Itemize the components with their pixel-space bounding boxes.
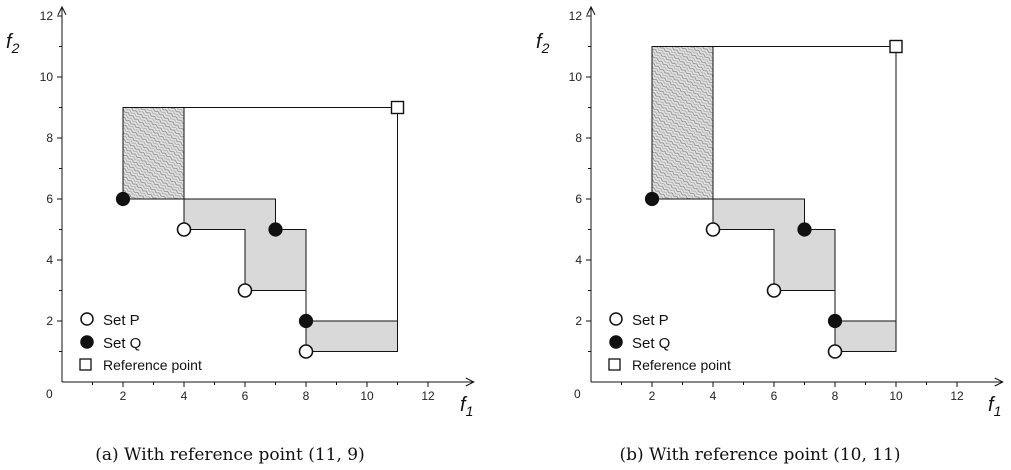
set-q-point xyxy=(827,313,843,329)
region-p-dominated xyxy=(835,321,896,352)
origin-label: 0 xyxy=(46,387,53,401)
region-p-dominated xyxy=(184,199,276,230)
origin-label: 0 xyxy=(574,387,581,401)
set-q-point xyxy=(268,222,283,237)
x-tick-label: 2 xyxy=(120,389,127,403)
set-q-point xyxy=(115,191,131,207)
y-axis-arrow xyxy=(57,5,67,16)
dominated-region-outline-p xyxy=(712,46,897,352)
legend-label-set-q: Set Q xyxy=(103,335,141,352)
x-tick-label: 4 xyxy=(710,389,717,403)
x-tick-label: 12 xyxy=(421,389,435,403)
reference-point xyxy=(390,100,405,115)
set-q-point xyxy=(644,191,660,207)
reference-point xyxy=(889,39,903,54)
set-p-point xyxy=(705,222,721,237)
y-tick-label: 2 xyxy=(46,314,53,328)
x-tick-label: 4 xyxy=(181,389,188,403)
y-tick-label: 10 xyxy=(569,70,583,84)
legend-label-set-p: Set P xyxy=(103,312,140,329)
x-tick-label: 8 xyxy=(303,389,310,403)
y-tick-label: 4 xyxy=(575,253,582,267)
set-p-point xyxy=(766,283,782,298)
x-tick-label: 12 xyxy=(950,389,964,403)
y-tick-label: 2 xyxy=(575,314,582,328)
y-tick-label: 12 xyxy=(569,9,583,23)
x-tick-label: 8 xyxy=(832,389,839,403)
x-tick-label: 6 xyxy=(771,389,778,403)
caption: (b) With reference point (10, 11) xyxy=(619,445,900,465)
caption: (a) With reference point (11, 9) xyxy=(95,445,365,465)
region-p-dominated xyxy=(774,229,835,291)
y-axis-label: f2 xyxy=(6,31,20,56)
x-tick-label: 6 xyxy=(242,389,249,403)
y-axis-arrow xyxy=(586,5,596,16)
legend-marker-set-q xyxy=(80,335,94,349)
x-axis-label: f1 xyxy=(988,394,1001,419)
set-p-point xyxy=(176,222,192,237)
legend-label-set-q: Set Q xyxy=(632,335,670,352)
chart-panel-b: 2 4 6 8 10 12 2 4 6 8 10 12 f2 f1 0 Set P Set Q Ref… xyxy=(536,5,1004,465)
x-tick-label: 10 xyxy=(889,389,903,403)
legend-marker-reference xyxy=(79,358,92,371)
legend-marker-set-q xyxy=(609,335,623,349)
set-p-point xyxy=(237,283,253,298)
y-tick-label: 8 xyxy=(575,131,582,145)
x-axis-arrow xyxy=(994,377,1004,387)
x-axis-arrow xyxy=(465,377,475,387)
legend: Set P Set Q Reference point xyxy=(608,312,731,373)
legend-marker-set-p xyxy=(80,312,94,326)
legend-marker-reference xyxy=(608,358,621,371)
legend-label-reference: Reference point xyxy=(632,357,731,373)
legend-marker-set-p xyxy=(609,312,623,326)
set-p-point xyxy=(827,344,843,359)
set-p-point xyxy=(298,344,314,359)
region-q-dominated-hatched xyxy=(123,107,184,199)
region-p-dominated xyxy=(713,199,805,230)
y-tick-label: 8 xyxy=(46,131,53,145)
chart-panel-a: 2 4 6 8 10 12 2 4 6 8 10 12 f2 f1 0 Set P Set Q Ref… xyxy=(6,5,475,465)
legend: Set P Set Q Reference point xyxy=(79,312,202,373)
x-tick-label: 2 xyxy=(649,389,656,403)
legend-label-set-p: Set P xyxy=(632,312,669,329)
y-tick-label: 4 xyxy=(46,253,53,267)
x-axis-label: f1 xyxy=(460,394,473,419)
region-p-dominated xyxy=(245,229,306,291)
set-q-point xyxy=(298,313,314,329)
dominated-region-outline-p xyxy=(183,107,398,352)
y-tick-label: 12 xyxy=(40,9,54,23)
y-tick-label: 6 xyxy=(46,192,53,206)
y-tick-label: 6 xyxy=(575,192,582,206)
x-tick-label: 10 xyxy=(360,389,374,403)
y-axis-label: f2 xyxy=(536,31,550,56)
region-q-dominated-hatched xyxy=(652,46,713,199)
legend-label-reference: Reference point xyxy=(103,357,202,373)
region-p-dominated xyxy=(306,321,398,352)
set-q-point xyxy=(797,222,812,237)
y-tick-label: 10 xyxy=(40,70,54,84)
